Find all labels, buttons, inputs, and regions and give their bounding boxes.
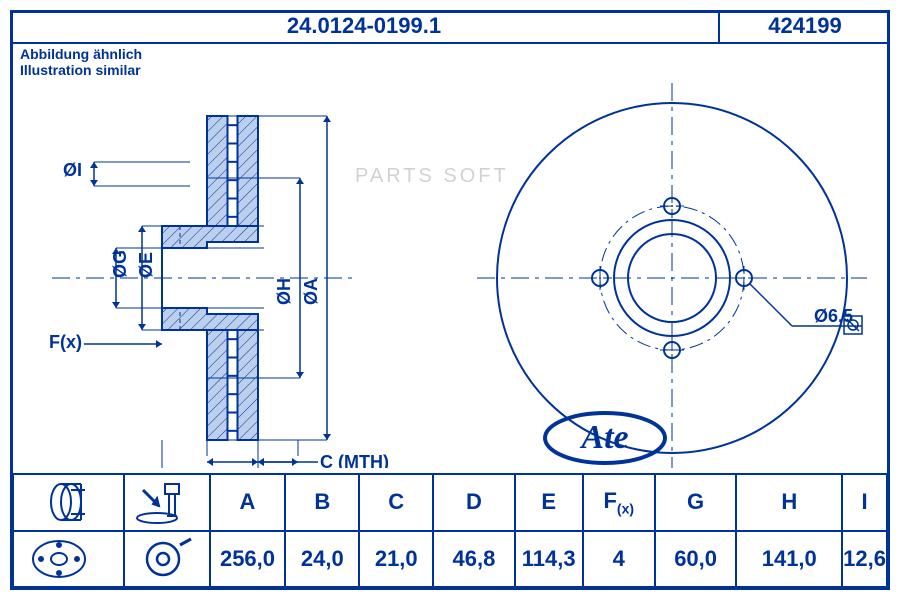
svg-text:F(x): F(x) [49, 332, 82, 352]
table-icon-bolt [124, 474, 210, 531]
part-number-long: 24.0124-0199.1 [10, 13, 718, 39]
table-value-C: 21,0 [359, 531, 433, 588]
table-header-I: I [842, 474, 887, 531]
table-value-D: 46,8 [433, 531, 514, 588]
table-icon-rotor-values [13, 531, 124, 588]
svg-text:B: B [226, 466, 239, 468]
drawing-area: Ø6,5ØAØHØEØGØIF(x)BC (MTH)D [12, 78, 888, 470]
table-icon-rotor [13, 474, 124, 531]
table-icon-washer [124, 531, 210, 588]
ate-logo: Ate [540, 408, 670, 468]
svg-text:ØI: ØI [63, 160, 82, 180]
table-value-I: 12,6 [842, 531, 887, 588]
subtitle: Abbildung ähnlich Illustration similar [20, 46, 142, 78]
table-header-E: E [515, 474, 583, 531]
part-number-short: 424199 [718, 10, 890, 42]
table-header-B: B [285, 474, 359, 531]
header: 24.0124-0199.1 424199 [10, 10, 890, 44]
table-header-C: C [359, 474, 433, 531]
table-value-Fx: 4 [583, 531, 655, 588]
table-value-G: 60,0 [655, 531, 736, 588]
svg-text:ØA: ØA [301, 278, 321, 305]
table-header-Fx: F(x) [583, 474, 655, 531]
svg-text:ØH: ØH [274, 278, 294, 305]
subtitle-line2: Illustration similar [20, 62, 142, 78]
svg-text:ØG: ØG [110, 250, 130, 278]
table-value-A: 256,0 [210, 531, 286, 588]
table-header-H: H [736, 474, 842, 531]
table-value-E: 114,3 [515, 531, 583, 588]
table-value-H: 141,0 [736, 531, 842, 588]
table-header-D: D [433, 474, 514, 531]
technical-drawing: Ø6,5ØAØHØEØGØIF(x)BC (MTH)D [12, 78, 888, 468]
table-header-G: G [655, 474, 736, 531]
page: 24.0124-0199.1 424199 Abbildung ähnlich … [0, 0, 900, 600]
table-header-A: A [210, 474, 286, 531]
svg-text:ØE: ØE [136, 252, 156, 278]
table-value-B: 24,0 [285, 531, 359, 588]
ate-logo-text: Ate [579, 419, 628, 456]
svg-text:C (MTH): C (MTH) [320, 452, 389, 468]
subtitle-line1: Abbildung ähnlich [20, 46, 142, 62]
dimension-table: ABCDEF(x)GHI 256,024,021,046,8114,3460,0… [12, 473, 888, 588]
